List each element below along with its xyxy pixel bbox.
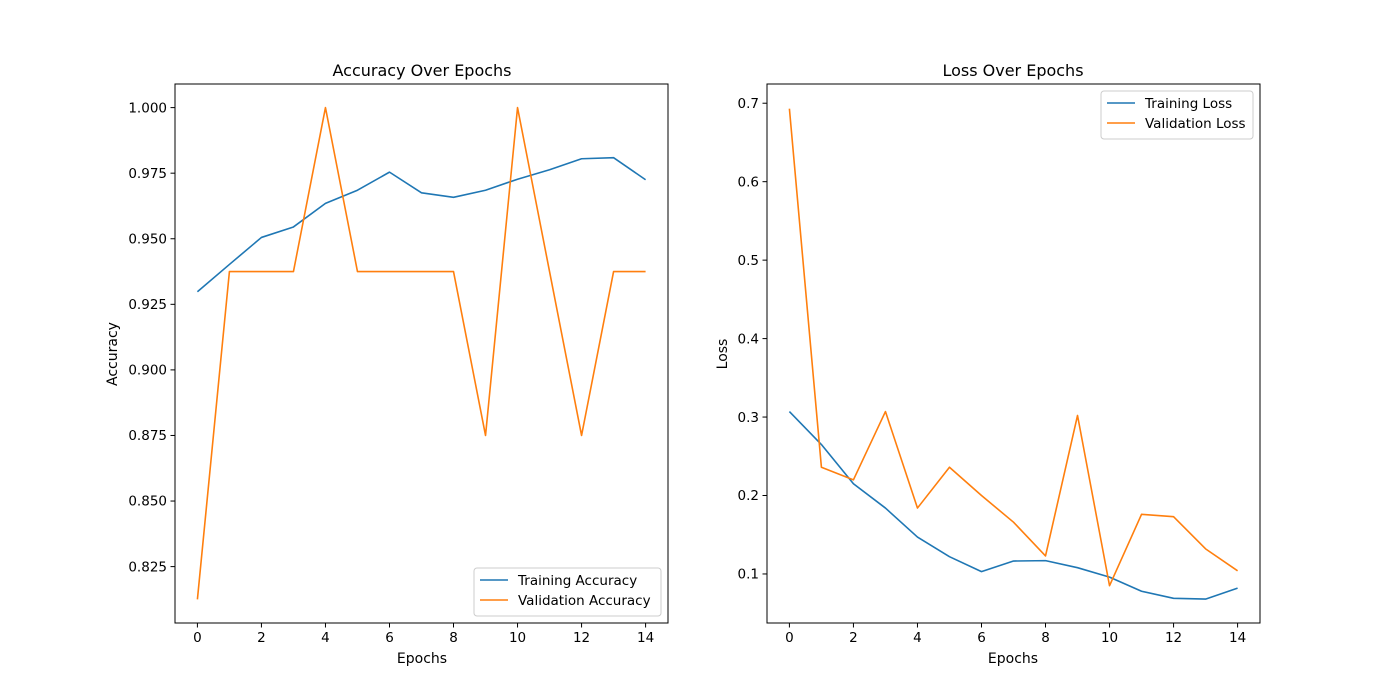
x-axis-label: Epochs (397, 651, 447, 667)
legend: Training Accuracy Validation Accuracy (473, 567, 662, 617)
x-tick-label: 12 (573, 630, 590, 646)
y-tick-label: 0.6 (738, 174, 759, 190)
series-line-validation (788, 108, 1239, 587)
legend-box (473, 567, 662, 617)
series-line-training (788, 411, 1238, 600)
x-tick-label: 8 (449, 630, 458, 646)
x-tick-label: 0 (193, 630, 202, 646)
chart-title: Accuracy Over Epochs (332, 61, 511, 80)
x-tick-label: 12 (1165, 630, 1182, 646)
x-tick-label: 10 (509, 630, 526, 646)
y-tick-label: 0.4 (738, 331, 759, 347)
x-tick-label: 2 (257, 630, 266, 646)
x-tick-label: 6 (385, 630, 394, 646)
x-tick-label: 10 (1101, 630, 1118, 646)
plot-frame (766, 83, 1261, 624)
y-tick-label: 0.7 (738, 96, 759, 112)
legend-entry: Training Loss (1144, 96, 1232, 112)
y-tick-label: 0.1 (738, 567, 759, 583)
y-axis-label: Loss (715, 339, 731, 370)
series-line-training (196, 156, 647, 293)
y-tick-label: 0.975 (128, 166, 167, 182)
legend-entry: Validation Accuracy (518, 593, 651, 609)
y-tick-label: 0.925 (128, 297, 167, 313)
y-tick-label: 0.850 (128, 494, 167, 510)
y-tick-label: 0.2 (738, 488, 759, 504)
chart-title: Loss Over Epochs (942, 61, 1083, 80)
y-tick-label: 0.950 (128, 231, 167, 247)
x-tick-label: 2 (849, 630, 858, 646)
x-tick-label: 4 (321, 630, 330, 646)
x-axis-label: Epochs (988, 651, 1038, 667)
legend: Training Loss Validation Loss (1100, 90, 1254, 140)
x-tick-label: 14 (637, 630, 654, 646)
x-tick-label: 0 (785, 630, 794, 646)
plot-frame (174, 83, 669, 624)
legend-entry: Training Accuracy (517, 573, 637, 589)
legend-box (1100, 90, 1254, 140)
y-tick-label: 0.5 (738, 253, 759, 269)
x-tick-label: 4 (913, 630, 922, 646)
x-tick-label: 6 (977, 630, 986, 646)
x-tick-label: 8 (1041, 630, 1050, 646)
legend-entry: Validation Loss (1145, 116, 1246, 132)
y-tick-label: 0.900 (128, 363, 167, 379)
y-tick-label: 1.000 (128, 100, 167, 116)
series-line-validation (196, 106, 646, 600)
y-tick-label: 0.875 (128, 428, 167, 444)
y-tick-label: 0.825 (128, 559, 167, 575)
x-tick-label: 14 (1229, 630, 1246, 646)
y-axis-label: Accuracy (105, 322, 121, 386)
loss-chart: Loss Over Epochs Epochs Loss 0 2 4 6 8 10 12 14… (715, 61, 1261, 667)
accuracy-chart: Accuracy Over Epochs Epochs Accuracy 0 2 4… (105, 61, 669, 667)
y-tick-label: 0.3 (738, 410, 759, 426)
